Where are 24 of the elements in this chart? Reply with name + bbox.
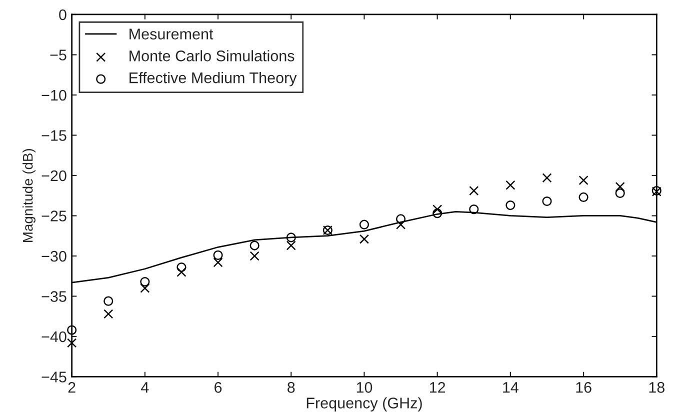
- y-tick-label: 0: [59, 9, 66, 20]
- x-tick-label: 16: [576, 382, 592, 393]
- y-tick-label: −20: [42, 170, 66, 182]
- y-tick-label: −45: [42, 372, 66, 382]
- legend-label: Mesurement: [130, 28, 214, 40]
- x-tick-label: 4: [141, 382, 149, 393]
- x-tick-label: 18: [649, 382, 664, 393]
- y-tick-label: −30: [42, 250, 66, 262]
- x-axis-title: Frequency (GHz): [306, 397, 422, 412]
- x-tick-label: 12: [430, 382, 446, 393]
- y-tick-label: −10: [42, 90, 66, 101]
- legend-label: Effective Medium Theory: [130, 72, 297, 86]
- x-tick-label: 14: [503, 382, 518, 393]
- x-tick-label: 8: [288, 382, 295, 393]
- x-tick-label: 6: [214, 382, 222, 393]
- y-tick-label: −5: [50, 50, 66, 60]
- y-tick-label: −25: [42, 210, 66, 222]
- y-tick-label: −40: [42, 331, 66, 342]
- legend-label: Monte Carlo Simulations: [130, 50, 294, 62]
- x-tick-label: 2: [68, 382, 76, 393]
- y-tick-label: −35: [42, 291, 66, 302]
- y-tick-label: −15: [42, 130, 66, 141]
- x-tick-label: 10: [356, 382, 372, 393]
- y-axis-title: Magnitude (dB): [22, 148, 36, 242]
